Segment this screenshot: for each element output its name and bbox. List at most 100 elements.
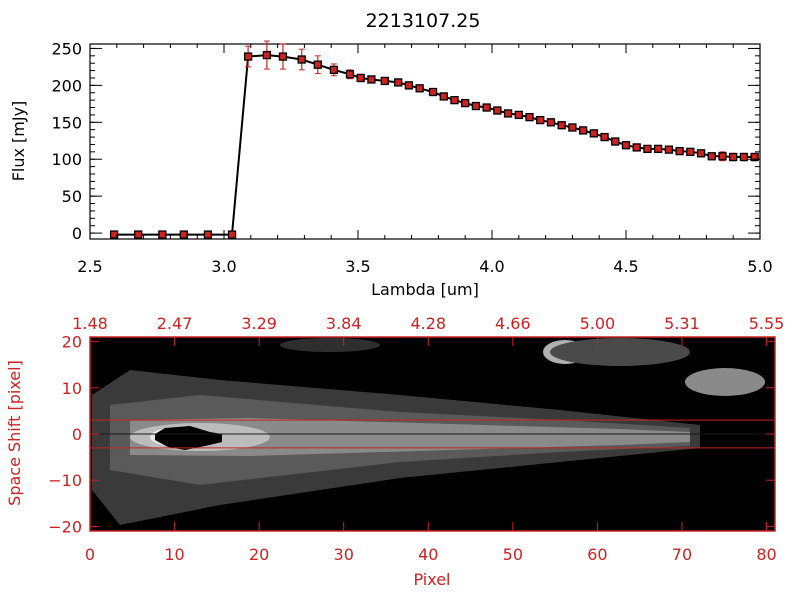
data-point xyxy=(664,145,674,154)
data-point xyxy=(450,95,459,105)
x-tick-label: 5.0 xyxy=(747,257,772,276)
spectrum-y-ticks: 0 50 100 150 200 250 xyxy=(51,39,760,243)
wavelength-tick-label: 2.47 xyxy=(157,314,193,333)
data-point xyxy=(493,106,502,115)
faint-source-upper-2 xyxy=(550,338,690,366)
x-tick-label: 3.0 xyxy=(211,257,236,276)
wavelength-tick-label: 4.66 xyxy=(495,314,531,333)
data-point xyxy=(380,76,389,86)
data-point xyxy=(600,132,609,142)
data-point xyxy=(243,52,253,61)
data-point xyxy=(632,143,641,152)
data-point xyxy=(461,98,470,108)
data-point xyxy=(179,230,188,239)
image-y-ticks: 20 10 0 −10 −20 xyxy=(48,333,775,536)
data-point xyxy=(675,146,684,156)
data-point xyxy=(278,52,288,61)
data-point xyxy=(439,92,448,101)
y-tick-label: 20 xyxy=(62,333,82,352)
faint-source-top xyxy=(280,338,380,352)
x-tick-label: 50 xyxy=(503,545,523,564)
image-x-ticks: 0 10 20 30 40 50 60 70 80 xyxy=(85,522,777,564)
y-tick-label: 100 xyxy=(51,150,82,169)
wavelength-tick-label: 4.28 xyxy=(410,314,446,333)
spectrum-panel: 2.5 3.0 3.5 4.0 4.5 5.0 0 50 100 150 200 250 Lambd… xyxy=(9,39,773,299)
data-point xyxy=(203,230,213,239)
faint-source-right xyxy=(685,368,765,396)
wavelength-tick-label: 3.29 xyxy=(241,314,277,333)
x-tick-label: 4.5 xyxy=(613,257,638,276)
x-tick-label: 0 xyxy=(85,545,95,564)
wavelength-tick-label: 1.48 xyxy=(72,314,108,333)
data-point xyxy=(428,87,438,97)
data-point xyxy=(313,60,322,69)
data-point xyxy=(546,118,556,127)
y-tick-label: −10 xyxy=(48,471,82,490)
x-tick-label: 40 xyxy=(418,545,438,564)
chart-title: 2213107.25 xyxy=(366,10,481,32)
data-point xyxy=(739,152,749,162)
data-point xyxy=(394,78,403,87)
y-tick-label: 250 xyxy=(51,39,82,58)
x-tick-label: 60 xyxy=(587,545,607,564)
data-point xyxy=(750,152,759,162)
y-tick-label: 10 xyxy=(62,379,82,398)
wavelength-tick-label: 5.00 xyxy=(580,314,616,333)
data-point xyxy=(329,65,339,75)
y-tick-label: 200 xyxy=(51,76,82,95)
spectrum-series xyxy=(109,40,759,239)
spectrum-x-ticks: 2.5 3.0 3.5 4.0 4.5 5.0 xyxy=(77,44,773,276)
x-tick-label: 10 xyxy=(164,545,184,564)
data-point xyxy=(262,50,272,60)
data-point xyxy=(345,70,355,79)
data-point xyxy=(643,144,652,154)
data-point xyxy=(536,115,545,125)
x-tick-label: 30 xyxy=(334,545,354,564)
image-wavelength-ticks: 1.48 2.47 3.29 3.84 4.28 4.66 5.00 5.31 5.55 xyxy=(72,314,784,346)
y-tick-label: 50 xyxy=(62,187,82,206)
extraction-aperture-lines xyxy=(90,419,775,449)
wavelength-tick-label: 5.31 xyxy=(664,314,700,333)
data-point xyxy=(729,152,738,162)
wavelength-tick-label: 5.55 xyxy=(749,314,785,333)
data-point xyxy=(415,84,424,93)
data-point xyxy=(718,152,727,161)
x-tick-label: 4.0 xyxy=(479,257,504,276)
data-point xyxy=(611,137,620,146)
x-tick-label: 20 xyxy=(249,545,269,564)
x-tick-label: 80 xyxy=(756,545,776,564)
data-point xyxy=(158,230,167,239)
data-point xyxy=(134,230,143,239)
y-tick-label: −20 xyxy=(48,517,82,536)
data-point xyxy=(557,121,566,130)
data-point xyxy=(227,230,237,239)
x-tick-label: 2.5 xyxy=(77,257,102,276)
trace-core xyxy=(130,418,690,456)
y-tick-label: 0 xyxy=(72,425,82,444)
data-point xyxy=(654,144,663,154)
data-point xyxy=(514,110,523,120)
y-tick-label: 150 xyxy=(51,113,82,132)
data-point xyxy=(578,126,588,135)
wavelength-tick-label: 3.84 xyxy=(326,314,362,333)
data-point xyxy=(356,73,365,83)
data-point xyxy=(568,123,577,132)
spectrum-plot-frame xyxy=(89,43,761,240)
data-point xyxy=(589,129,598,138)
data-point xyxy=(621,141,631,150)
spectrum-image-panel: 0 10 20 30 40 50 60 70 80 1.48 2.47 3.29 3.84 4.28 4.… xyxy=(5,314,784,589)
data-point xyxy=(707,152,716,161)
image-x-axis-label: Pixel xyxy=(413,570,450,589)
data-point xyxy=(503,109,513,118)
x-tick-label: 3.5 xyxy=(345,257,370,276)
image-y-axis-label: Space Shift [pixel] xyxy=(5,360,24,506)
data-point xyxy=(404,81,414,90)
data-point xyxy=(367,75,376,84)
data-point xyxy=(482,103,491,112)
data-point xyxy=(471,101,481,111)
y-tick-label: 0 xyxy=(72,224,82,243)
x-tick-label: 70 xyxy=(672,545,692,564)
data-point xyxy=(297,55,306,64)
spectrum-y-axis-label: Flux [mJy] xyxy=(9,101,28,182)
